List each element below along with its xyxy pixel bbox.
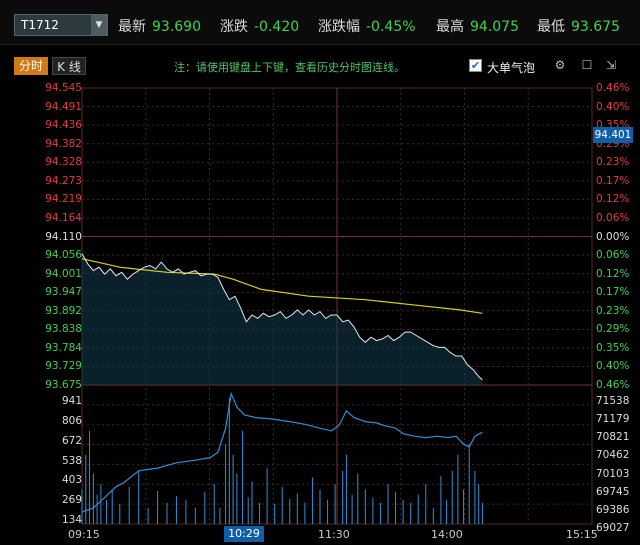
stat-value: 93.690: [152, 19, 201, 35]
volume-tick-label: 403: [61, 474, 82, 487]
price-tick-label: 94.545: [45, 82, 82, 94]
price-cursor-label: 94.401: [593, 127, 633, 143]
open-interest-tick-label: 70462: [596, 449, 630, 462]
stat-high: 最高 94.075: [436, 16, 519, 36]
x-tick: 09:15: [68, 528, 100, 541]
pct-tick-label: 0.46%: [596, 82, 630, 94]
pct-tick-label: 0.12%: [596, 267, 630, 280]
open-interest-tick-label: 69745: [596, 485, 630, 498]
chevron-down-icon[interactable]: ▼: [91, 15, 107, 35]
stat-change-pct: 涨跌幅 -0.45%: [318, 16, 416, 36]
stat-value: 93.675: [571, 19, 620, 35]
price-tick-label: 93.675: [45, 379, 82, 391]
open-interest-line: [81, 391, 483, 513]
pct-tick-label: 0.06%: [596, 211, 630, 224]
volume-tick-label: 806: [61, 414, 82, 427]
window-icon[interactable]: ☐: [581, 58, 593, 72]
time-cursor-label: 10:29: [224, 526, 264, 542]
pct-tick-label: 0.17%: [596, 174, 630, 187]
stat-label: 涨跌幅: [318, 19, 360, 35]
pct-tick-label: 0.46%: [596, 379, 630, 391]
open-interest-tick-label: 71538: [596, 395, 630, 407]
pct-tick-label: 0.23%: [596, 156, 630, 169]
pct-tick-label: 0.23%: [596, 304, 630, 317]
price-tick-label: 94.164: [45, 211, 82, 224]
price-tick-label: 94.110: [45, 230, 82, 243]
big-order-label[interactable]: 大单气泡: [487, 61, 536, 75]
keyboard-hint: 注：请使用键盘上下键，查看历史分时图连线。: [174, 61, 405, 74]
price-tick-label: 93.892: [45, 304, 82, 317]
pct-tick-label: 0.40%: [596, 360, 630, 373]
price-tick-label: 93.784: [45, 341, 82, 354]
stat-latest: 最新 93.690: [118, 16, 201, 36]
big-order-checkbox[interactable]: ✔: [469, 59, 482, 72]
pct-tick-label: 0.06%: [596, 249, 630, 262]
chart-toolbar: 分时 K 线 注：请使用键盘上下键，查看历史分时图连线。 ✔ 大单气泡 ⚙ ☐ …: [0, 56, 640, 78]
pct-tick-label: 0.40%: [596, 100, 630, 113]
volume-tick-label: 672: [61, 434, 82, 447]
price-area: [82, 253, 483, 385]
pct-tick-label: 0.00%: [596, 230, 630, 243]
volume-tick-label: 134: [61, 514, 82, 527]
price-tick-label: 94.436: [45, 119, 82, 132]
price-tick-label: 94.056: [45, 249, 82, 262]
price-tick-label: 93.947: [45, 286, 82, 299]
ticker-code: T1712: [21, 18, 59, 32]
price-tick-label: 94.273: [45, 174, 82, 187]
open-interest-tick-label: 69386: [596, 503, 630, 516]
price-tick-label: 94.382: [45, 137, 82, 150]
pct-tick-label: 0.35%: [596, 119, 630, 132]
price-tick-label: 94.001: [45, 267, 82, 280]
ticker-selector[interactable]: T1712 ▼: [14, 14, 108, 36]
price-tick-label: 94.219: [45, 193, 82, 206]
open-interest-tick-label: 69027: [596, 522, 630, 534]
stat-value: -0.420: [254, 19, 300, 35]
pct-tick-label: 0.12%: [596, 193, 630, 206]
x-tick: 14:00: [431, 528, 463, 541]
volume-tick-label: 269: [61, 494, 82, 507]
stat-value: -0.45%: [366, 19, 416, 35]
open-interest-tick-label: 70821: [596, 431, 630, 444]
stat-change: 涨跌 -0.420: [220, 16, 299, 36]
pct-tick-label: 0.29%: [596, 323, 630, 336]
price-tick-label: 93.729: [45, 360, 82, 373]
price-tick-label: 94.491: [45, 100, 82, 113]
stat-value: 94.075: [470, 19, 519, 35]
x-tick: 15:15: [566, 528, 598, 541]
stat-label: 最新: [118, 19, 146, 35]
popout-icon[interactable]: ⇲: [605, 58, 617, 72]
price-line: [81, 253, 483, 381]
price-tick-label: 93.838: [45, 323, 82, 336]
stat-low: 最低 93.675: [537, 16, 620, 36]
price-tick-label: 94.328: [45, 156, 82, 169]
volume-tick-label: 941: [61, 395, 82, 407]
stat-label: 涨跌: [220, 19, 248, 35]
open-interest-tick-label: 71179: [596, 413, 630, 426]
average-price-line: [81, 258, 483, 314]
tab-kline[interactable]: K 线: [52, 57, 86, 75]
stat-label: 最高: [436, 19, 464, 35]
gear-icon[interactable]: ⚙: [554, 58, 566, 72]
volume-tick-label: 538: [61, 454, 82, 467]
x-tick: 11:30: [318, 528, 350, 541]
volume-bars: [81, 397, 483, 524]
stat-label: 最低: [537, 19, 565, 35]
tab-intraday[interactable]: 分时: [14, 57, 48, 75]
quote-header: T1712 ▼ 最新 93.690 涨跌 -0.420 涨跌幅 -0.45% 最高 94…: [0, 0, 640, 45]
pct-tick-label: 0.35%: [596, 341, 630, 354]
pct-tick-label: 0.29%: [596, 137, 630, 150]
open-interest-tick-label: 70103: [596, 467, 630, 480]
pct-tick-label: 0.17%: [596, 286, 630, 299]
